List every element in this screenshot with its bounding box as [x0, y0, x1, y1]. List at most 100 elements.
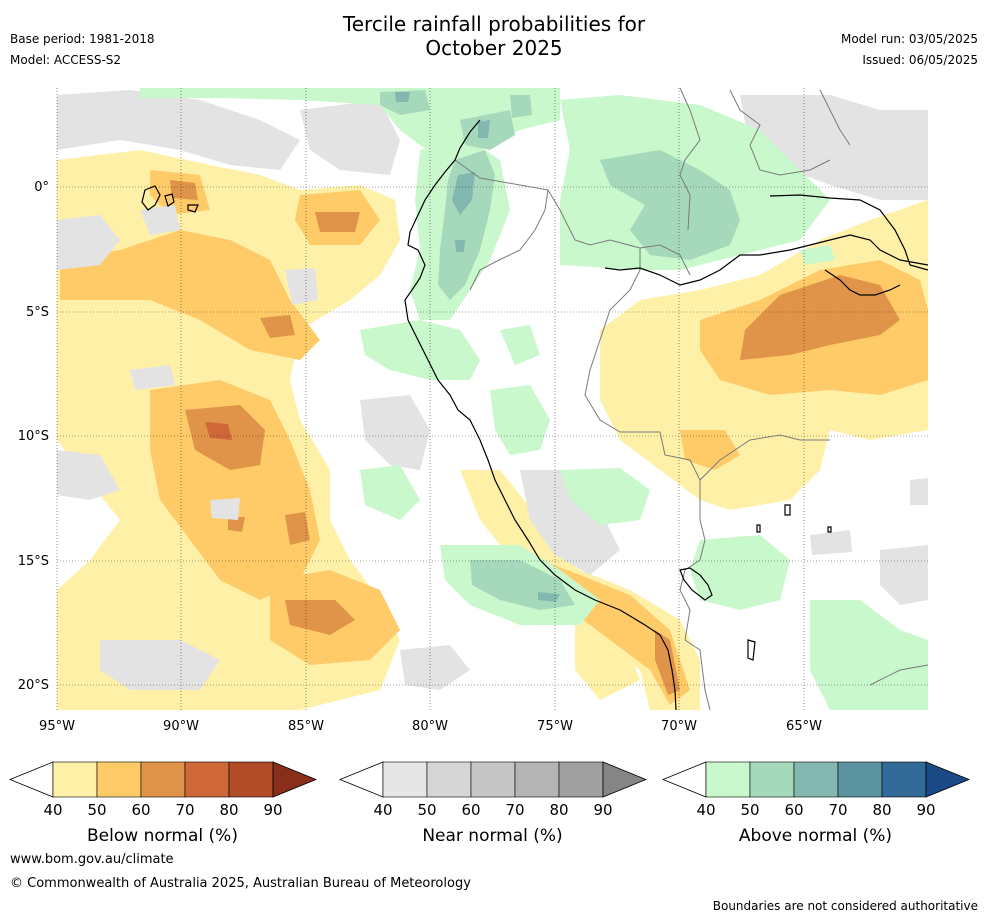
colorbar-tick-label: 60 — [131, 801, 150, 819]
above-40-p1 — [500, 325, 540, 365]
colorbar-segment — [837, 761, 883, 798]
colorbar-segment — [558, 761, 604, 798]
colorbar-tick-label: 50 — [87, 801, 106, 819]
near-grey-ne — [740, 95, 928, 200]
above-60-n2 — [478, 120, 490, 138]
colorbar-segment — [705, 761, 751, 798]
colorbar-tick-label: 40 — [43, 801, 62, 819]
colorbar-segment — [382, 761, 428, 798]
above-40-bol — [690, 535, 790, 610]
lat-label: 5°S — [26, 305, 49, 320]
base-period: Base period: 1981-2018 — [10, 32, 155, 46]
colorbar-tick-label: 90 — [263, 801, 282, 819]
colorbar-tick-label: 40 — [696, 801, 715, 819]
above-50-p1 — [510, 95, 532, 118]
colorbar-segment — [514, 761, 560, 798]
below-60-w4 — [285, 512, 310, 545]
lon-label: 70°W — [661, 719, 697, 734]
near-grey-p6 — [810, 530, 852, 555]
above-40-p2 — [800, 245, 835, 265]
colorbar-segment — [426, 761, 472, 798]
colorbar-tick-label: 50 — [417, 801, 436, 819]
near-grey-nw — [57, 90, 300, 170]
above-40-coast — [360, 320, 480, 380]
colorbar-segment — [881, 761, 927, 798]
probability-field — [57, 88, 928, 710]
graticule — [56, 88, 928, 710]
boundaries-disclaimer: Boundaries are not considered authoritat… — [712, 899, 978, 913]
colorbar-title-below: Below normal (%) — [87, 826, 238, 846]
below-70-west — [205, 422, 232, 440]
near-grey-p2 — [140, 205, 180, 235]
colorbar-tick-label: 50 — [740, 801, 759, 819]
colorbar-segment — [52, 761, 98, 798]
colorbar-tick-label: 60 — [784, 801, 803, 819]
colorbar-segment — [470, 761, 516, 798]
colorbar-extend-high — [272, 761, 318, 798]
website-link[interactable]: www.bom.gov.au/climate — [10, 852, 174, 867]
below-60-w5 — [228, 517, 245, 532]
lon-label: 95°W — [39, 719, 75, 734]
near-grey-sw — [100, 640, 220, 690]
title-line-1: Tercile rainfall probabilities for — [342, 12, 646, 36]
colorbar-segment — [184, 761, 230, 798]
lon-label: 80°W — [412, 719, 448, 734]
near-grey-p1 — [285, 268, 318, 305]
below-60-east — [740, 275, 900, 360]
above-60-n — [395, 92, 410, 102]
below-60-n — [170, 180, 198, 200]
near-grey-p5 — [130, 365, 175, 390]
lon-axis: 95°W 90°W 85°W 80°W 75°W 70°W 65°W — [39, 719, 822, 734]
colorbar-extend-low — [8, 761, 54, 798]
above-40-bol2 — [560, 468, 650, 525]
below-60-mid — [315, 212, 360, 232]
colorbar-tick-label: 40 — [373, 801, 392, 819]
below-50-west1 — [60, 230, 320, 360]
near-grey-p3 — [210, 498, 240, 520]
colorbar-tick-label: 80 — [872, 801, 891, 819]
colorbar-near: 40 50 60 70 80 90 — [338, 761, 648, 819]
above-50-andes — [438, 150, 495, 300]
near-grey-w — [57, 215, 120, 270]
colorbar-tick-label: 80 — [219, 801, 238, 819]
colorbar-tick-label: 70 — [175, 801, 194, 819]
above-60-p — [455, 240, 465, 252]
colorbar-extend-high — [602, 761, 648, 798]
colorbar-tick-label: 80 — [549, 801, 568, 819]
near-grey-p4 — [910, 478, 928, 505]
colorbar-segment — [228, 761, 274, 798]
lat-label: 20°S — [18, 678, 49, 693]
colorbar-tick-label: 90 — [916, 801, 935, 819]
colorbar-tick-label: 90 — [593, 801, 612, 819]
above-60-andes — [452, 172, 475, 215]
colorbar-tick-label: 70 — [828, 801, 847, 819]
model-name: Model: ACCESS-S2 — [10, 53, 122, 67]
colorbar-title-above: Above normal (%) — [738, 826, 893, 846]
below-50-bolivia — [680, 430, 740, 470]
near-grey-s — [400, 645, 470, 690]
below-60-w3 — [260, 315, 295, 338]
near-grey-mid2 — [520, 470, 620, 575]
colorbar-extend-high — [925, 761, 971, 798]
colorbar-segment — [793, 761, 839, 798]
lon-label: 85°W — [288, 719, 324, 734]
lat-axis: 0° 5°S 10°S 15°S 20°S — [18, 180, 49, 693]
below-60-w2 — [285, 600, 355, 635]
colorbar-tick-label: 60 — [461, 801, 480, 819]
colorbars: 40 50 60 70 80 90 40 50 60 70 80 90 40 50 60 70 80 90 — [8, 761, 971, 819]
colorbar-segment — [749, 761, 795, 798]
above-40-se — [810, 600, 928, 710]
lon-label: 90°W — [163, 719, 199, 734]
colorbar-title-near: Near normal (%) — [422, 826, 563, 846]
meta-right: Model run: 03/05/2025 Issued: 06/05/2025 — [841, 31, 978, 73]
above-40-north — [140, 88, 560, 160]
meta-left: Base period: 1981-2018 Model: ACCESS-S2 — [10, 31, 155, 73]
near-grey-w2 — [57, 450, 120, 500]
colorbar-extend-low — [661, 761, 707, 798]
lat-label: 0° — [34, 180, 49, 195]
colorbar-tick-label: 70 — [505, 801, 524, 819]
above-50-north — [380, 90, 430, 115]
colorbar-above: 40 50 60 70 80 90 — [661, 761, 971, 819]
model-run: Model run: 03/05/2025 — [840, 32, 978, 46]
